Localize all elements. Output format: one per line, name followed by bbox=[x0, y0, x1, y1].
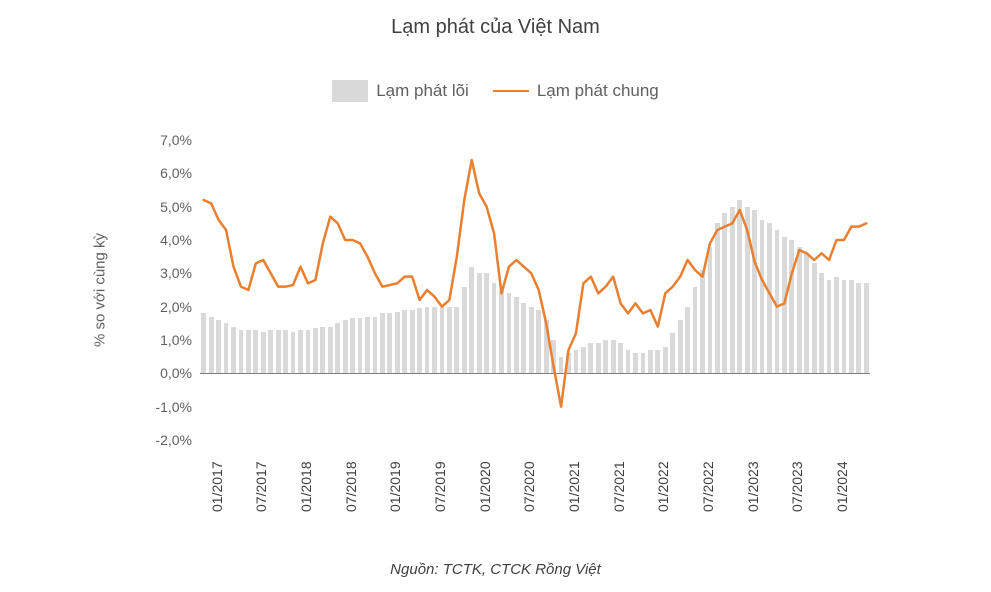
x-tick-label: 07/2017 bbox=[253, 461, 269, 512]
chart-container: Lạm phát của Việt Nam Lạm phát lõi Lạm p… bbox=[0, 0, 991, 592]
x-tick-label: 01/2023 bbox=[745, 461, 761, 512]
x-tick-label: 01/2018 bbox=[298, 461, 314, 512]
x-tick-label: 01/2024 bbox=[834, 461, 850, 512]
y-tick-label: 7,0% bbox=[132, 132, 192, 148]
y-tick-label: 1,0% bbox=[132, 332, 192, 348]
x-tick-label: 07/2019 bbox=[432, 461, 448, 512]
legend-label-core: Lạm phát lõi bbox=[376, 81, 469, 101]
chart-title: Lạm phát của Việt Nam bbox=[0, 16, 991, 39]
headline-polyline bbox=[204, 160, 867, 407]
x-tick-label: 07/2021 bbox=[611, 461, 627, 512]
legend-swatch-headline-icon bbox=[493, 90, 529, 92]
plot-area bbox=[200, 140, 870, 440]
source-note: Nguồn: TCTK, CTCK Rồng Việt bbox=[0, 561, 991, 578]
y-tick-label: 5,0% bbox=[132, 199, 192, 215]
x-tick-label: 01/2022 bbox=[655, 461, 671, 512]
x-tick-label: 01/2019 bbox=[387, 461, 403, 512]
y-tick-label: 0,0% bbox=[132, 365, 192, 381]
y-tick-label: 4,0% bbox=[132, 232, 192, 248]
legend-label-headline: Lạm phát chung bbox=[537, 81, 659, 101]
x-tick-label: 07/2022 bbox=[700, 461, 716, 512]
x-tick-label: 01/2017 bbox=[209, 461, 225, 512]
legend-swatch-core-icon bbox=[332, 80, 368, 102]
x-tick-label: 07/2023 bbox=[789, 461, 805, 512]
legend-item-core: Lạm phát lõi bbox=[332, 80, 469, 102]
x-tick-label: 01/2021 bbox=[566, 461, 582, 512]
legend: Lạm phát lõi Lạm phát chung bbox=[0, 80, 991, 102]
y-tick-label: -1,0% bbox=[132, 399, 192, 415]
legend-item-headline: Lạm phát chung bbox=[493, 81, 659, 101]
y-tick-label: 3,0% bbox=[132, 265, 192, 281]
y-tick-label: 6,0% bbox=[132, 165, 192, 181]
x-tick-label: 07/2020 bbox=[521, 461, 537, 512]
y-tick-label: -2,0% bbox=[132, 432, 192, 448]
y-axis-title: % so với cùng kỳ bbox=[92, 233, 109, 347]
y-tick-label: 2,0% bbox=[132, 299, 192, 315]
x-tick-label: 01/2020 bbox=[477, 461, 493, 512]
x-tick-label: 07/2018 bbox=[343, 461, 359, 512]
line-series bbox=[200, 140, 870, 440]
